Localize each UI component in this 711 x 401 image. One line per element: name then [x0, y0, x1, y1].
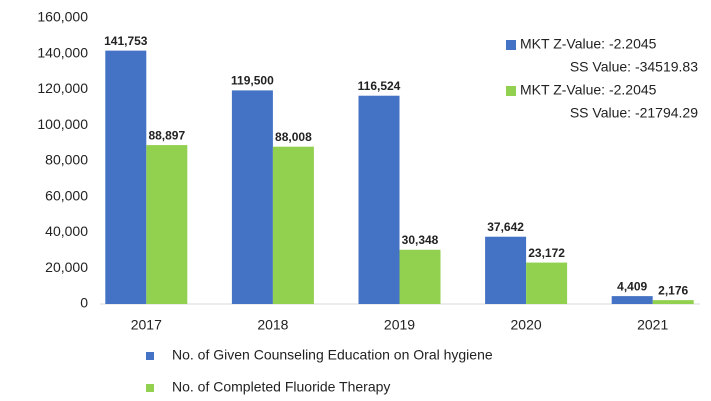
x-tick-label: 2020 [511, 317, 542, 333]
value-label: 4,409 [617, 279, 647, 293]
value-label: 37,642 [487, 220, 524, 234]
value-label: 116,524 [358, 79, 401, 93]
y-tick-label: 0 [80, 295, 88, 311]
y-tick-label: 80,000 [45, 152, 88, 168]
x-tick-label: 2021 [637, 317, 668, 333]
y-tick-label: 100,000 [37, 116, 88, 132]
y-tick-label: 160,000 [37, 9, 88, 25]
bar [399, 249, 441, 304]
y-tick-label: 20,000 [45, 259, 88, 275]
legend-swatch [146, 384, 154, 392]
x-tick-label: 2019 [384, 317, 415, 333]
legend-label: No. of Given Counseling Education on Ora… [172, 347, 493, 363]
legend-swatch [146, 352, 154, 360]
annotation-swatch [506, 86, 516, 96]
bar [146, 145, 188, 304]
bar [611, 296, 653, 304]
y-tick-label: 60,000 [45, 187, 88, 203]
y-tick-label: 40,000 [45, 223, 88, 239]
x-tick-label: 2017 [131, 317, 162, 333]
y-tick-label: 120,000 [37, 80, 88, 96]
annotation-swatch [506, 40, 516, 50]
value-label: 119,500 [231, 74, 274, 88]
annotation: SS Value: -34519.83 [570, 59, 698, 75]
bar [526, 262, 568, 304]
bar [358, 95, 400, 304]
bar [272, 146, 314, 304]
value-label: 30,348 [402, 233, 439, 247]
value-label: 88,008 [275, 130, 312, 144]
bar [105, 50, 147, 304]
annotation: MKT Z-Value: -2.2045 [520, 82, 657, 98]
bar [231, 90, 273, 304]
value-label: 88,897 [148, 128, 185, 142]
annotation: SS Value: -21794.29 [570, 105, 698, 121]
x-tick-label: 2018 [257, 317, 288, 333]
annotation: MKT Z-Value: -2.2045 [520, 36, 657, 52]
bar [485, 236, 527, 304]
value-label: 141,753 [104, 34, 148, 48]
y-tick-label: 140,000 [37, 44, 88, 60]
value-label: 23,172 [528, 246, 565, 260]
legend-label: No. of Completed Fluoride Therapy [172, 379, 390, 395]
value-label: 2,176 [658, 283, 688, 297]
bar [652, 300, 694, 304]
